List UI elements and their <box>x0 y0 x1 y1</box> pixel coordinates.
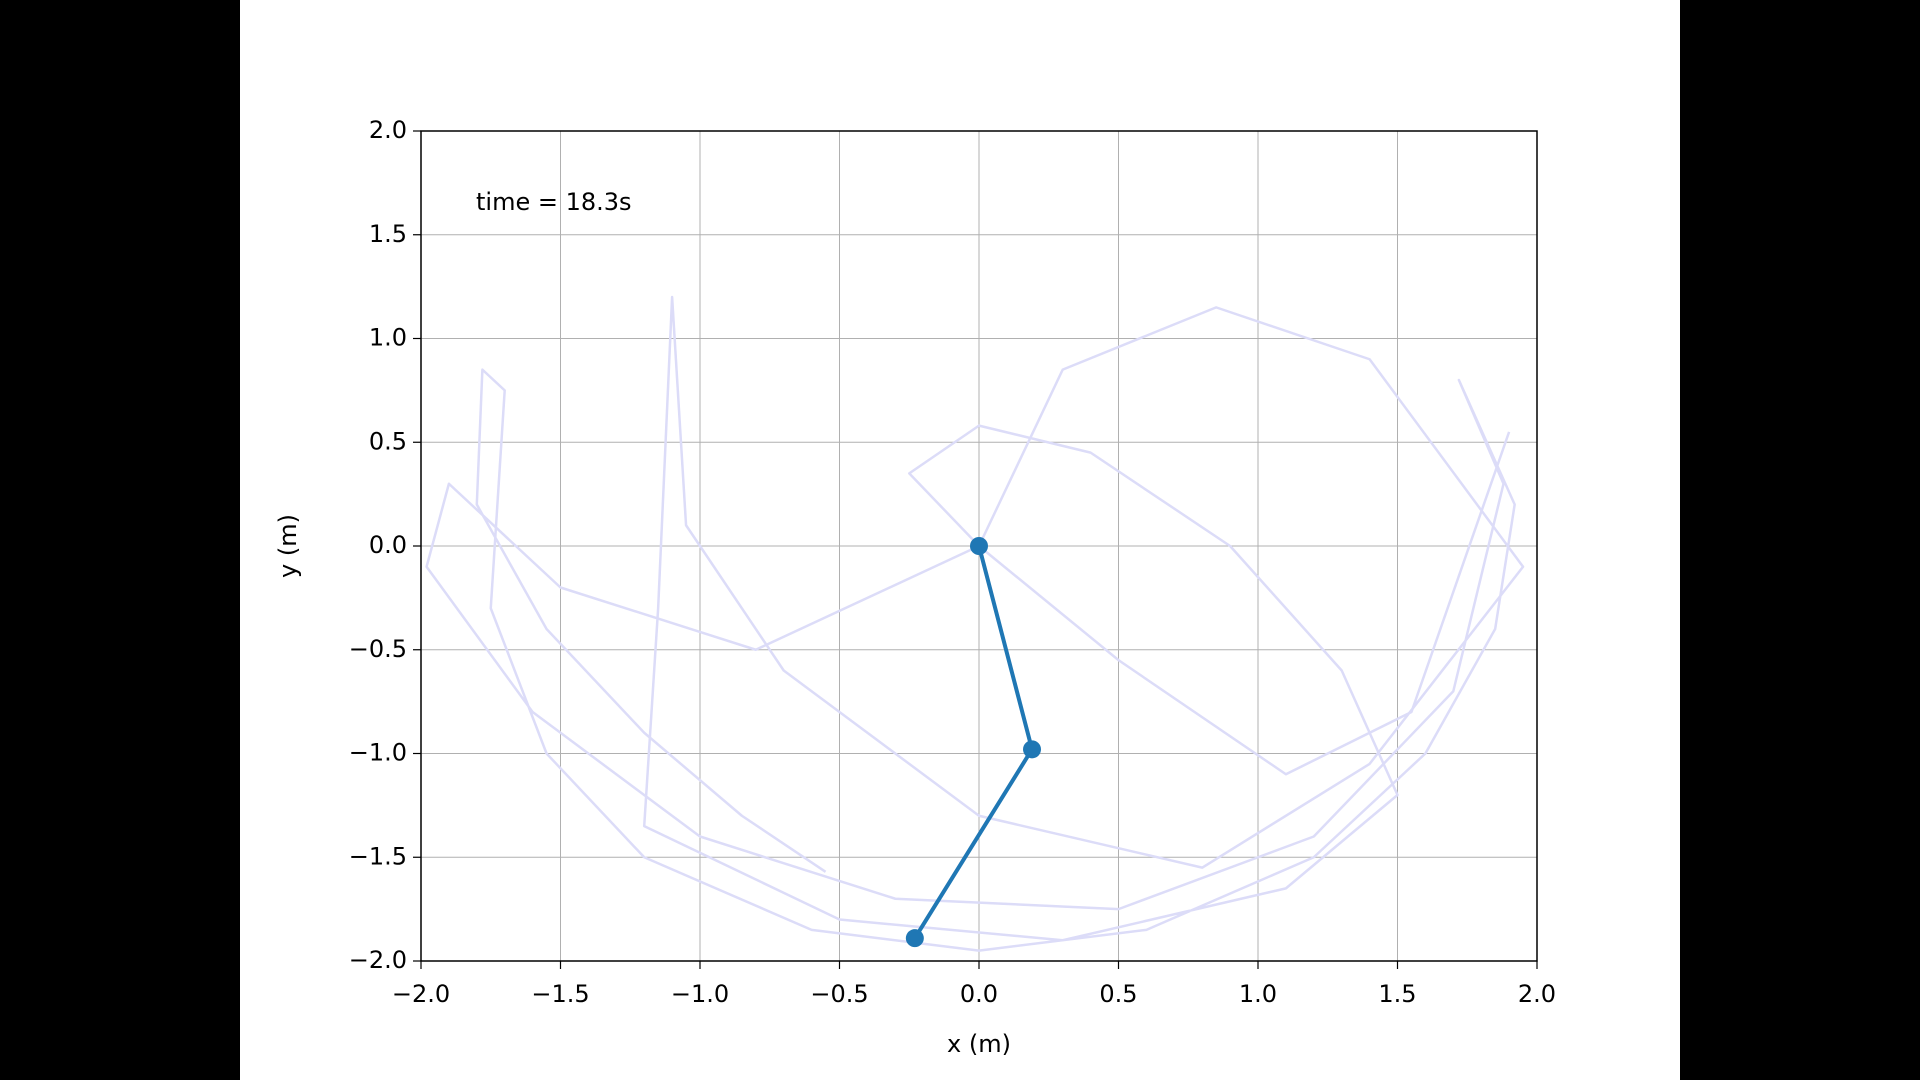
figure <box>240 0 1680 1080</box>
x-tick-label: −2.0 <box>392 980 450 1008</box>
x-tick-label: −1.0 <box>671 980 729 1008</box>
pendulum-bob <box>1023 740 1042 759</box>
y-tick-label: 1.0 <box>369 324 407 352</box>
x-tick-label: 0.5 <box>1099 980 1137 1008</box>
y-axis-label: y (m) <box>274 514 302 578</box>
x-tick-label: −1.5 <box>531 980 589 1008</box>
plot-area <box>425 295 1525 952</box>
y-tick-label: −0.5 <box>349 635 407 663</box>
y-tick-label: 0.5 <box>369 427 407 455</box>
y-tick-label: −1.5 <box>349 842 407 870</box>
y-tick-label: 0.0 <box>369 531 407 559</box>
pendulum-bob <box>970 537 988 555</box>
annotation: time = 18.3s <box>476 188 632 216</box>
x-tick-label: 1.5 <box>1378 980 1416 1008</box>
x-tick-label: 0.0 <box>960 980 998 1008</box>
x-tick-label: −0.5 <box>810 980 868 1008</box>
x-axis-label: x (m) <box>947 1030 1011 1058</box>
y-tick-label: −1.0 <box>349 739 407 767</box>
x-tick-label: 1.0 <box>1239 980 1277 1008</box>
y-tick-label: −2.0 <box>349 946 407 974</box>
y-tick-label: 2.0 <box>369 116 407 144</box>
y-tick-label: 1.5 <box>369 220 407 248</box>
trace-line <box>425 295 1525 952</box>
pendulum-bob <box>905 929 924 948</box>
x-tick-label: 2.0 <box>1518 980 1556 1008</box>
